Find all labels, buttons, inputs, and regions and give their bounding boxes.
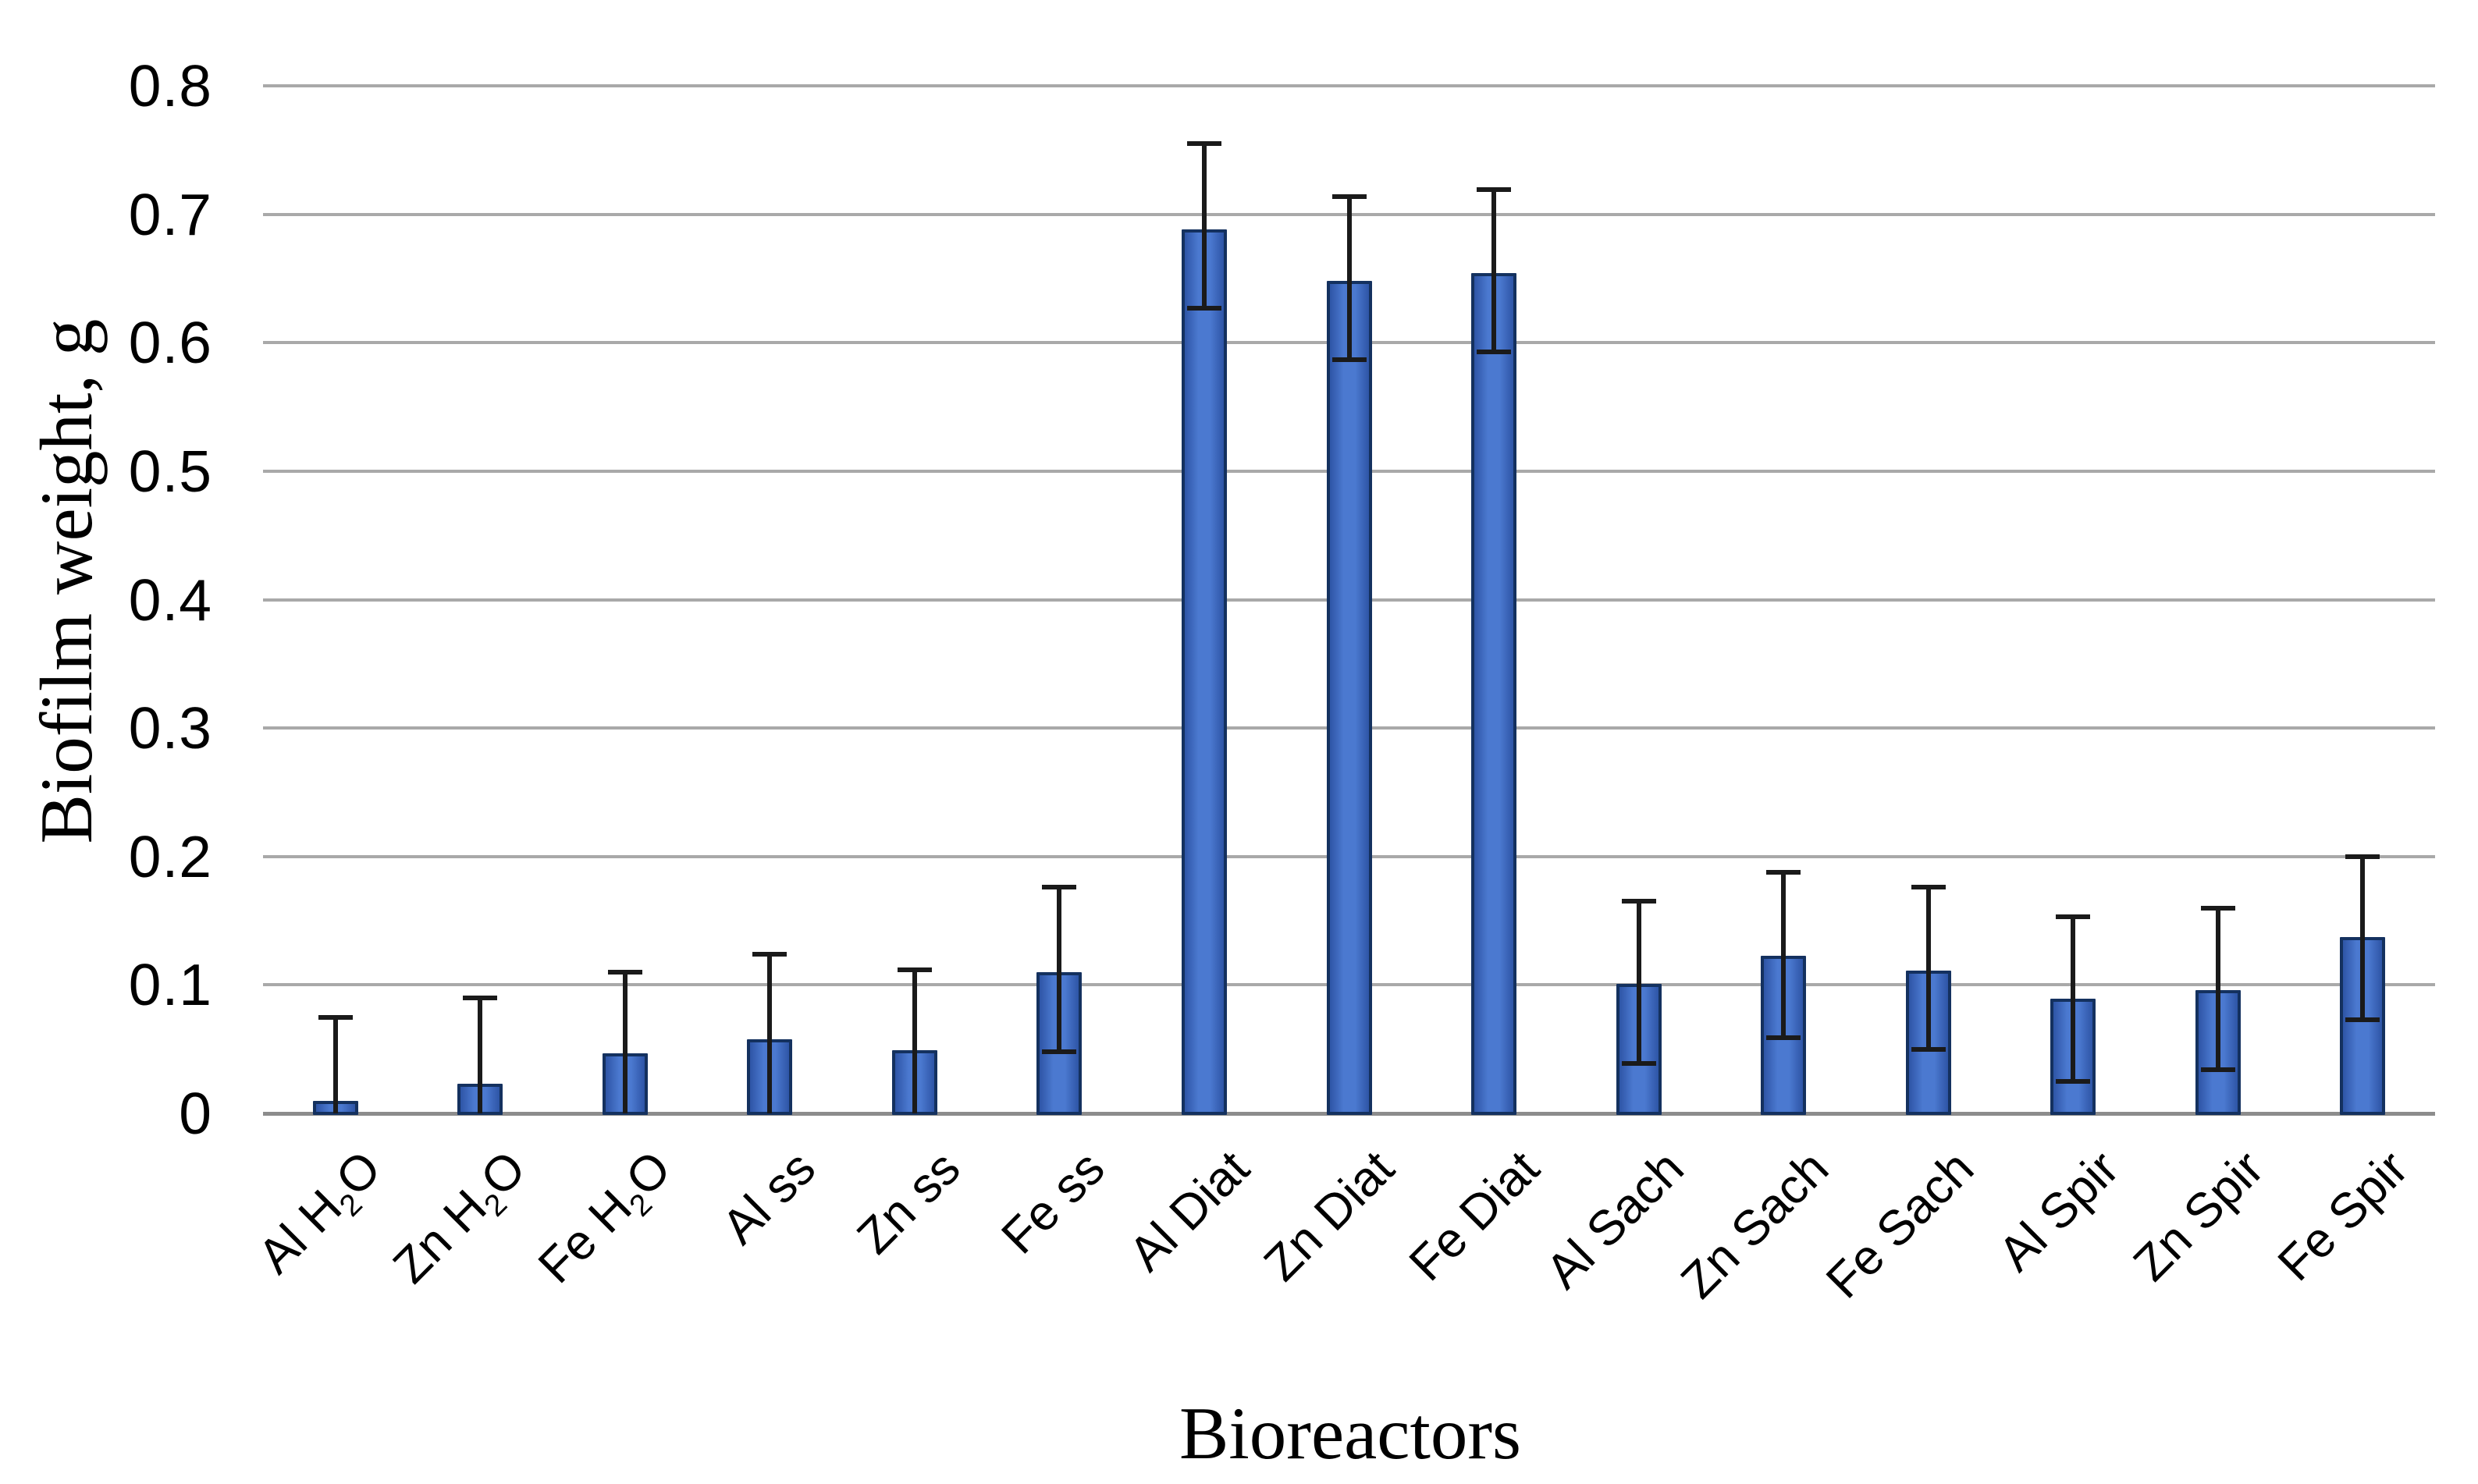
x-tick-label: Al Spir [1987,1141,2129,1282]
x-tick-label: Zn H2O [382,1141,536,1294]
error-bar-top-cap [1911,885,1946,890]
error-bar-bottom-cap [1042,1049,1077,1054]
error-bar-bottom-cap [2056,1078,2091,1084]
error-bar-line [1057,887,1062,1052]
x-tick-label: Al H2O [247,1141,392,1284]
error-bar-top-cap [2056,914,2091,920]
bar [1181,229,1227,1115]
error-bar-line [2071,917,2076,1081]
error-bar-bottom-cap [1621,1060,1656,1066]
x-tick-label: Fe H2O [528,1141,681,1294]
y-tick-label: 0.6 [128,310,212,376]
bar [1326,281,1372,1115]
y-tick-label: 0.5 [128,438,212,504]
error-bar-top-cap [1621,899,1656,904]
error-bar-line [1201,144,1207,308]
x-tick-label: Zn ss [846,1141,971,1265]
x-tick-label: Fe Sach [1815,1141,1985,1309]
y-tick-label: 0.3 [128,695,212,762]
bar [1471,273,1517,1115]
x-tick-label: Fe ss [991,1141,1115,1265]
y-tick-label: 0.1 [128,952,212,1018]
y-tick-label: 0.4 [128,566,212,633]
error-bar-line [1636,901,1641,1063]
error-bar-top-cap [607,969,642,975]
error-bar-top-cap [2345,854,2380,859]
error-bar-bottom-cap [2200,1067,2235,1073]
error-bar-line [1925,887,1931,1049]
plot-area [263,84,2435,1116]
y-tick-label: 0.2 [128,823,212,889]
x-tick-label: Al ss [711,1141,826,1255]
error-bar-line [912,969,917,1113]
y-tick-label: 0.7 [128,181,212,247]
x-tick-label: Fe Diat [1399,1141,1550,1292]
y-tick-label: 0.8 [128,53,212,119]
error-bar-line [767,953,773,1113]
error-bar-line [2360,856,2366,1020]
error-bar-top-cap [2200,905,2235,911]
error-bar-line [478,997,483,1113]
error-bar-top-cap [752,951,787,957]
error-bar-line [622,971,627,1113]
error-bar-top-cap [1042,885,1077,890]
x-tick-label: Al Diat [1118,1141,1260,1282]
error-bar-top-cap [1186,141,1221,147]
y-tick-label: 0 [179,1081,212,1146]
error-bar-bottom-cap [2345,1017,2380,1022]
error-bar-bottom-cap [1911,1046,1946,1052]
error-bar-top-cap [1331,193,1367,199]
error-bar-top-cap [1477,187,1512,193]
x-tick-label: Fe Spir [2267,1141,2419,1292]
error-bar-top-cap [897,967,932,972]
x-tick-label: Zn Diat [1253,1141,1405,1292]
error-bar-bottom-cap [1766,1035,1801,1040]
x-tick-label: Zn Sach [1671,1141,1840,1309]
error-bar-line [1491,190,1497,352]
error-bar-bottom-cap [1477,349,1512,354]
x-tick-label: Zn Spir [2123,1141,2274,1292]
error-bar-top-cap [463,995,498,1000]
error-bar-line [2215,907,2220,1070]
gridline [263,84,2435,87]
error-bar-line [332,1017,338,1113]
x-axis-title: Bioreactors [1179,1392,1521,1475]
error-bar-top-cap [318,1014,353,1020]
error-bar-bottom-cap [1331,357,1367,362]
y-axis-title: Biofilm weight, g [25,318,108,844]
error-bar-top-cap [1766,869,1801,875]
error-bar-line [1781,872,1787,1038]
error-bar-bottom-cap [1186,305,1221,311]
error-bar-line [1346,196,1352,360]
x-tick-label: Al Sach [1536,1141,1695,1300]
